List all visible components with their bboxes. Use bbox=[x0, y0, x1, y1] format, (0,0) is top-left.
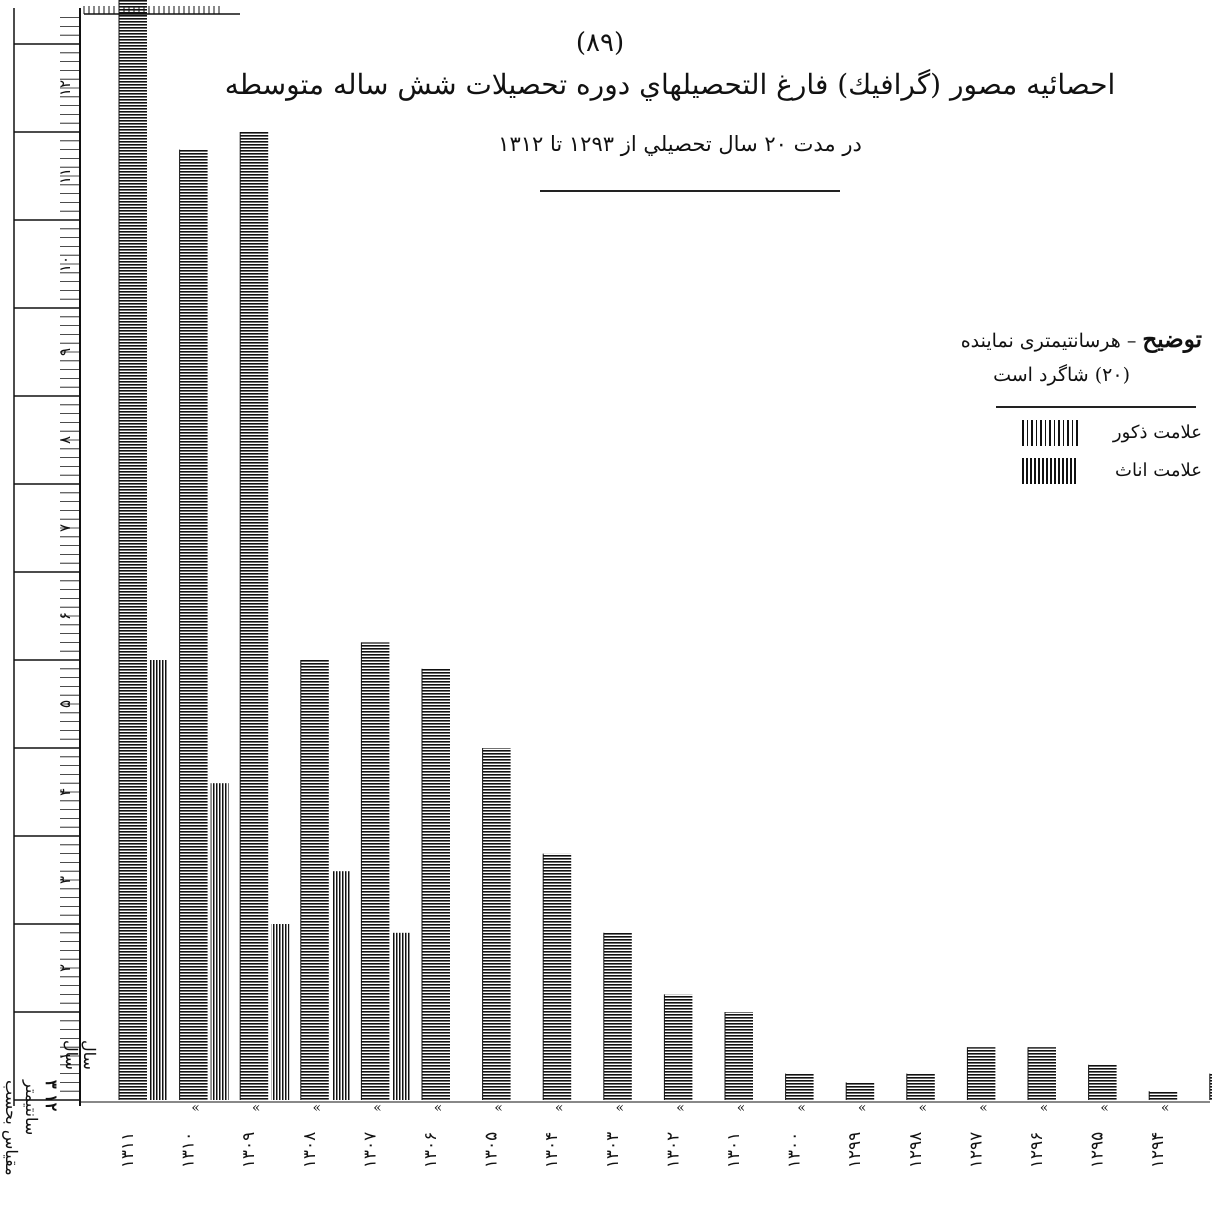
x-tick-label: ۱۳۱۱ bbox=[118, 1132, 138, 1169]
bar-male bbox=[664, 994, 693, 1100]
bar-female bbox=[271, 924, 290, 1100]
y-tick-label: ۵ bbox=[56, 700, 74, 708]
ditto-mark: « bbox=[555, 1100, 564, 1116]
legend-heading-text: – هرسانتيمتری نماينده bbox=[960, 330, 1143, 352]
chart-subtitle: در مدت ۲۰ سال تحصيلي از ۱۲۹۳ تا ۱۳۱۲ bbox=[498, 132, 862, 156]
y-tick-label: ۶ bbox=[56, 612, 74, 620]
x-tick-label: ۱۳۰۱ bbox=[724, 1132, 744, 1169]
bar-male bbox=[967, 1047, 996, 1100]
x-tick-label: ۱۲۹۵ bbox=[1088, 1132, 1108, 1169]
axis-caption-year: سال bbox=[62, 1040, 81, 1070]
legend-swatch-female bbox=[1022, 458, 1078, 484]
axis-caption-unit: سانتيمتر bbox=[22, 1080, 41, 1136]
x-tick-label: ۱۳۰۲ bbox=[663, 1132, 683, 1169]
legend-swatch-male bbox=[1022, 420, 1078, 446]
x-labels-group: ۱۳۱۱ ۱۳۱۰ « ۱۳۰۹ « ۱۳۰۸ « ۱۳۰۷ « ۱۳۰۶ « ۱۳۰۵ « ۱۳۰۴ « ۱… bbox=[118, 1100, 1212, 1168]
bar-male bbox=[1209, 1073, 1212, 1100]
title-divider bbox=[540, 190, 840, 192]
bar-male bbox=[846, 1082, 875, 1100]
ditto-mark: « bbox=[191, 1100, 200, 1116]
y-tick-label: ۱۲ bbox=[56, 80, 74, 96]
x-tick-label: ۱۳۰۹ bbox=[239, 1132, 259, 1169]
x-tick-label: ۱۲۹۹ bbox=[845, 1132, 865, 1169]
bar-male bbox=[906, 1073, 935, 1100]
bar-male bbox=[179, 149, 208, 1101]
y-tick-label: ۴ bbox=[56, 788, 74, 796]
bar-male bbox=[725, 1012, 753, 1100]
y-tick-label: ۱ bbox=[56, 1052, 74, 1060]
bar-male bbox=[1088, 1064, 1117, 1100]
x-tick-label: ۱۳۰۵ bbox=[482, 1132, 502, 1169]
bar-male bbox=[543, 853, 572, 1100]
x-tick-label: ۱۳۰۴ bbox=[542, 1132, 562, 1169]
bar-male bbox=[422, 668, 450, 1100]
legend-label-female: علامت اناث bbox=[1115, 460, 1202, 481]
y-tick-label: ۷ bbox=[56, 524, 74, 532]
x-tick-label: ۱۳۰۳ bbox=[603, 1132, 623, 1169]
chart-title: احصائيه مصور (گرافيك) فارغ التحصيلهاي دو… bbox=[224, 68, 1116, 101]
ditto-mark: « bbox=[373, 1100, 382, 1116]
axis-caption-year-2: سال bbox=[80, 1040, 99, 1070]
ditto-mark: « bbox=[676, 1100, 685, 1116]
y-tick-label: ۲ bbox=[56, 964, 74, 972]
bar-female bbox=[331, 871, 350, 1100]
legend: توضيح – هرسانتيمتری نماينده (۲۰) شاگرد ا… bbox=[930, 326, 1202, 496]
bar-male bbox=[361, 642, 390, 1100]
bar-female bbox=[150, 660, 168, 1100]
bar-male bbox=[1028, 1047, 1056, 1100]
ditto-mark: « bbox=[313, 1100, 322, 1116]
legend-item-male: علامت ذكور bbox=[962, 420, 1202, 450]
x-tick-label: ۱۳۱۰ bbox=[179, 1132, 199, 1169]
bar-male bbox=[603, 932, 632, 1100]
y-tick-label: ۸ bbox=[56, 436, 74, 444]
legend-note: (۲۰) شاگرد است bbox=[993, 364, 1130, 386]
x-tick-label: ۱۲۹۷ bbox=[966, 1132, 986, 1169]
ditto-mark: « bbox=[616, 1100, 625, 1116]
ditto-mark: « bbox=[1161, 1100, 1170, 1116]
y-tick-label: ۱۰ bbox=[56, 256, 74, 272]
bar-male bbox=[785, 1073, 814, 1100]
bars-group bbox=[80, 0, 1212, 1103]
x-tick-label: ۱۲۹۸ bbox=[906, 1132, 926, 1169]
x-tick-label: ۱۳۰۷ bbox=[360, 1132, 380, 1169]
ditto-mark: « bbox=[737, 1100, 746, 1116]
x-tick-label: ۱۳۰۸ bbox=[300, 1132, 320, 1169]
ditto-mark: « bbox=[1040, 1100, 1049, 1116]
x-tick-label: ۱۲۹۳ bbox=[1209, 1132, 1212, 1169]
bar-female bbox=[210, 783, 229, 1100]
x-tick-label: ۱۲۹۴ bbox=[1148, 1132, 1168, 1169]
x-tick-label: ۱۳۰۶ bbox=[421, 1132, 441, 1169]
bar-female bbox=[392, 932, 411, 1100]
x-tick-label: ۱۳۰۰ bbox=[785, 1132, 805, 1169]
ditto-mark: « bbox=[494, 1100, 503, 1116]
legend-heading-bold: توضيح bbox=[1142, 326, 1202, 353]
ditto-mark: « bbox=[434, 1100, 443, 1116]
bar-male bbox=[482, 748, 511, 1100]
axis-caption-unit-value: ۳ ۱۲ bbox=[42, 1080, 61, 1112]
legend-item-female: علامت اناث bbox=[962, 458, 1202, 488]
axis-caption-scale: مقياس بحسب bbox=[2, 1080, 21, 1176]
top-ruler bbox=[83, 6, 240, 15]
ditto-mark: « bbox=[919, 1100, 928, 1116]
page-number: (۸۹) bbox=[575, 28, 625, 58]
ditto-mark: « bbox=[252, 1100, 261, 1116]
legend-heading: توضيح – هرسانتيمتری نماينده bbox=[961, 326, 1202, 353]
ditto-mark: « bbox=[979, 1100, 988, 1116]
bar-male bbox=[300, 660, 329, 1100]
axis-caption: مقياس بحسب سانتيمتر ۳ ۱۲ سال سال bbox=[0, 1040, 99, 1205]
bar-male bbox=[240, 132, 269, 1100]
ditto-mark: « bbox=[858, 1100, 867, 1116]
x-tick-label: ۱۲۹۶ bbox=[1027, 1132, 1047, 1169]
bar-male bbox=[119, 0, 147, 1100]
legend-label-male: علامت ذكور bbox=[1112, 422, 1202, 443]
y-tick-label: ۹ bbox=[56, 348, 74, 356]
bar-male bbox=[1149, 1091, 1178, 1100]
ditto-mark: « bbox=[1100, 1100, 1109, 1116]
y-tick-label: ۱۱ bbox=[56, 168, 74, 184]
y-tick-label: ۳ bbox=[56, 876, 74, 884]
ditto-mark: « bbox=[797, 1100, 806, 1116]
legend-divider bbox=[996, 406, 1196, 408]
